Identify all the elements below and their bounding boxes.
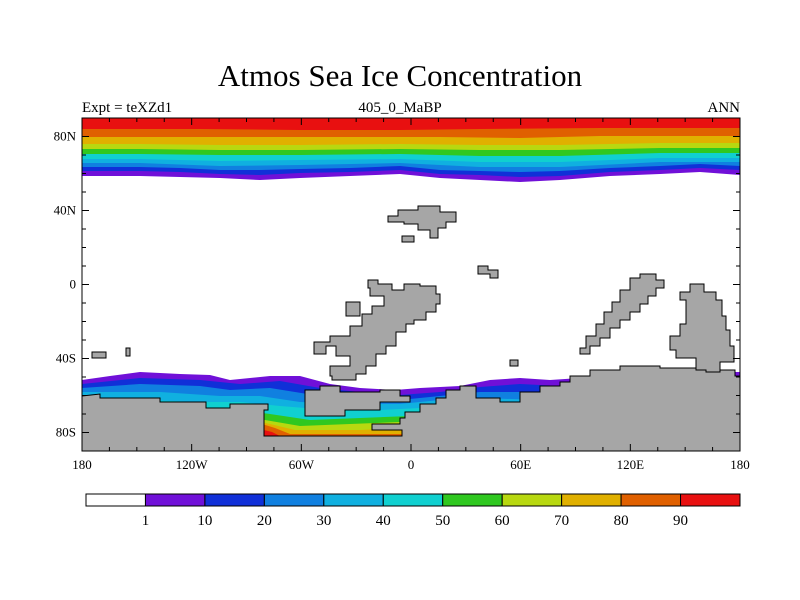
colorbar-label: 40 <box>376 513 391 529</box>
small-island-landmass <box>91 351 107 359</box>
colorbar-swatch <box>620 493 682 507</box>
lat-tick-label: 0 <box>70 277 77 292</box>
colorbar-swatch <box>442 493 503 507</box>
colorbar-swatch <box>561 493 622 507</box>
colorbar: 1 10 20 30 40 50 60 70 80 90 <box>85 493 741 529</box>
small-island-landmass <box>477 265 499 279</box>
colorbar-label: 90 <box>673 513 688 529</box>
lon-tick-label: 0 <box>408 457 415 472</box>
lon-tick-label: 120E <box>617 457 645 472</box>
lat-tick-label: 80N <box>54 129 77 144</box>
colorbar-label: 70 <box>554 513 569 529</box>
lat-tick-label: 40N <box>54 203 77 218</box>
north-continent-landmass <box>387 205 457 239</box>
peninsula-landmass <box>304 385 411 417</box>
eastern-continent-landmass <box>669 283 735 373</box>
lon-tick-label: 120W <box>176 457 209 472</box>
small-island-landmass <box>125 347 131 357</box>
small-island-landmass <box>345 301 361 317</box>
time-label: 405_0_MaBP <box>358 100 442 116</box>
experiment-label: Expt = teXZd1 <box>82 100 173 116</box>
colorbar-label: 1 <box>142 513 150 529</box>
antarctica-landmass <box>82 365 740 451</box>
lat-tick-label: 40S <box>56 351 76 366</box>
lat-tick-label: 80S <box>56 425 76 440</box>
colorbar-label: 30 <box>316 513 331 529</box>
lon-tick-label: 180 <box>72 457 92 472</box>
eastern-continent-landmass <box>579 273 665 355</box>
colorbar-swatch <box>323 493 384 507</box>
lon-tick-label: 60W <box>289 457 315 472</box>
colorbar-swatch <box>382 493 444 507</box>
colorbar-swatch <box>501 493 563 507</box>
colorbar-label: 50 <box>435 513 450 529</box>
colorbar-swatch <box>85 493 146 507</box>
lon-tick-label: 60E <box>510 457 531 472</box>
colorbar-label: 80 <box>614 513 629 529</box>
lon-tick-label: 180 <box>730 457 750 472</box>
map-title: Atmos Sea Ice Concentration <box>217 58 583 93</box>
small-island-landmass <box>401 235 415 243</box>
colorbar-swatch <box>144 493 206 507</box>
arctic-ice-bands <box>82 118 740 182</box>
colorbar-label: 10 <box>197 513 212 529</box>
colorbar-swatch <box>263 493 325 507</box>
small-island-landmass <box>509 359 519 367</box>
colorbar-label: 20 <box>257 513 272 529</box>
central-continent-landmass <box>313 279 441 381</box>
land-masses <box>82 205 740 451</box>
season-label: ANN <box>707 100 741 116</box>
colorbar-label: 60 <box>495 513 510 529</box>
map-axes: 180 120W 60W 0 60E 120E 180 80N 40N 0 40S 80S <box>54 117 750 472</box>
colorbar-swatch <box>680 493 741 507</box>
colorbar-swatch <box>204 493 265 507</box>
